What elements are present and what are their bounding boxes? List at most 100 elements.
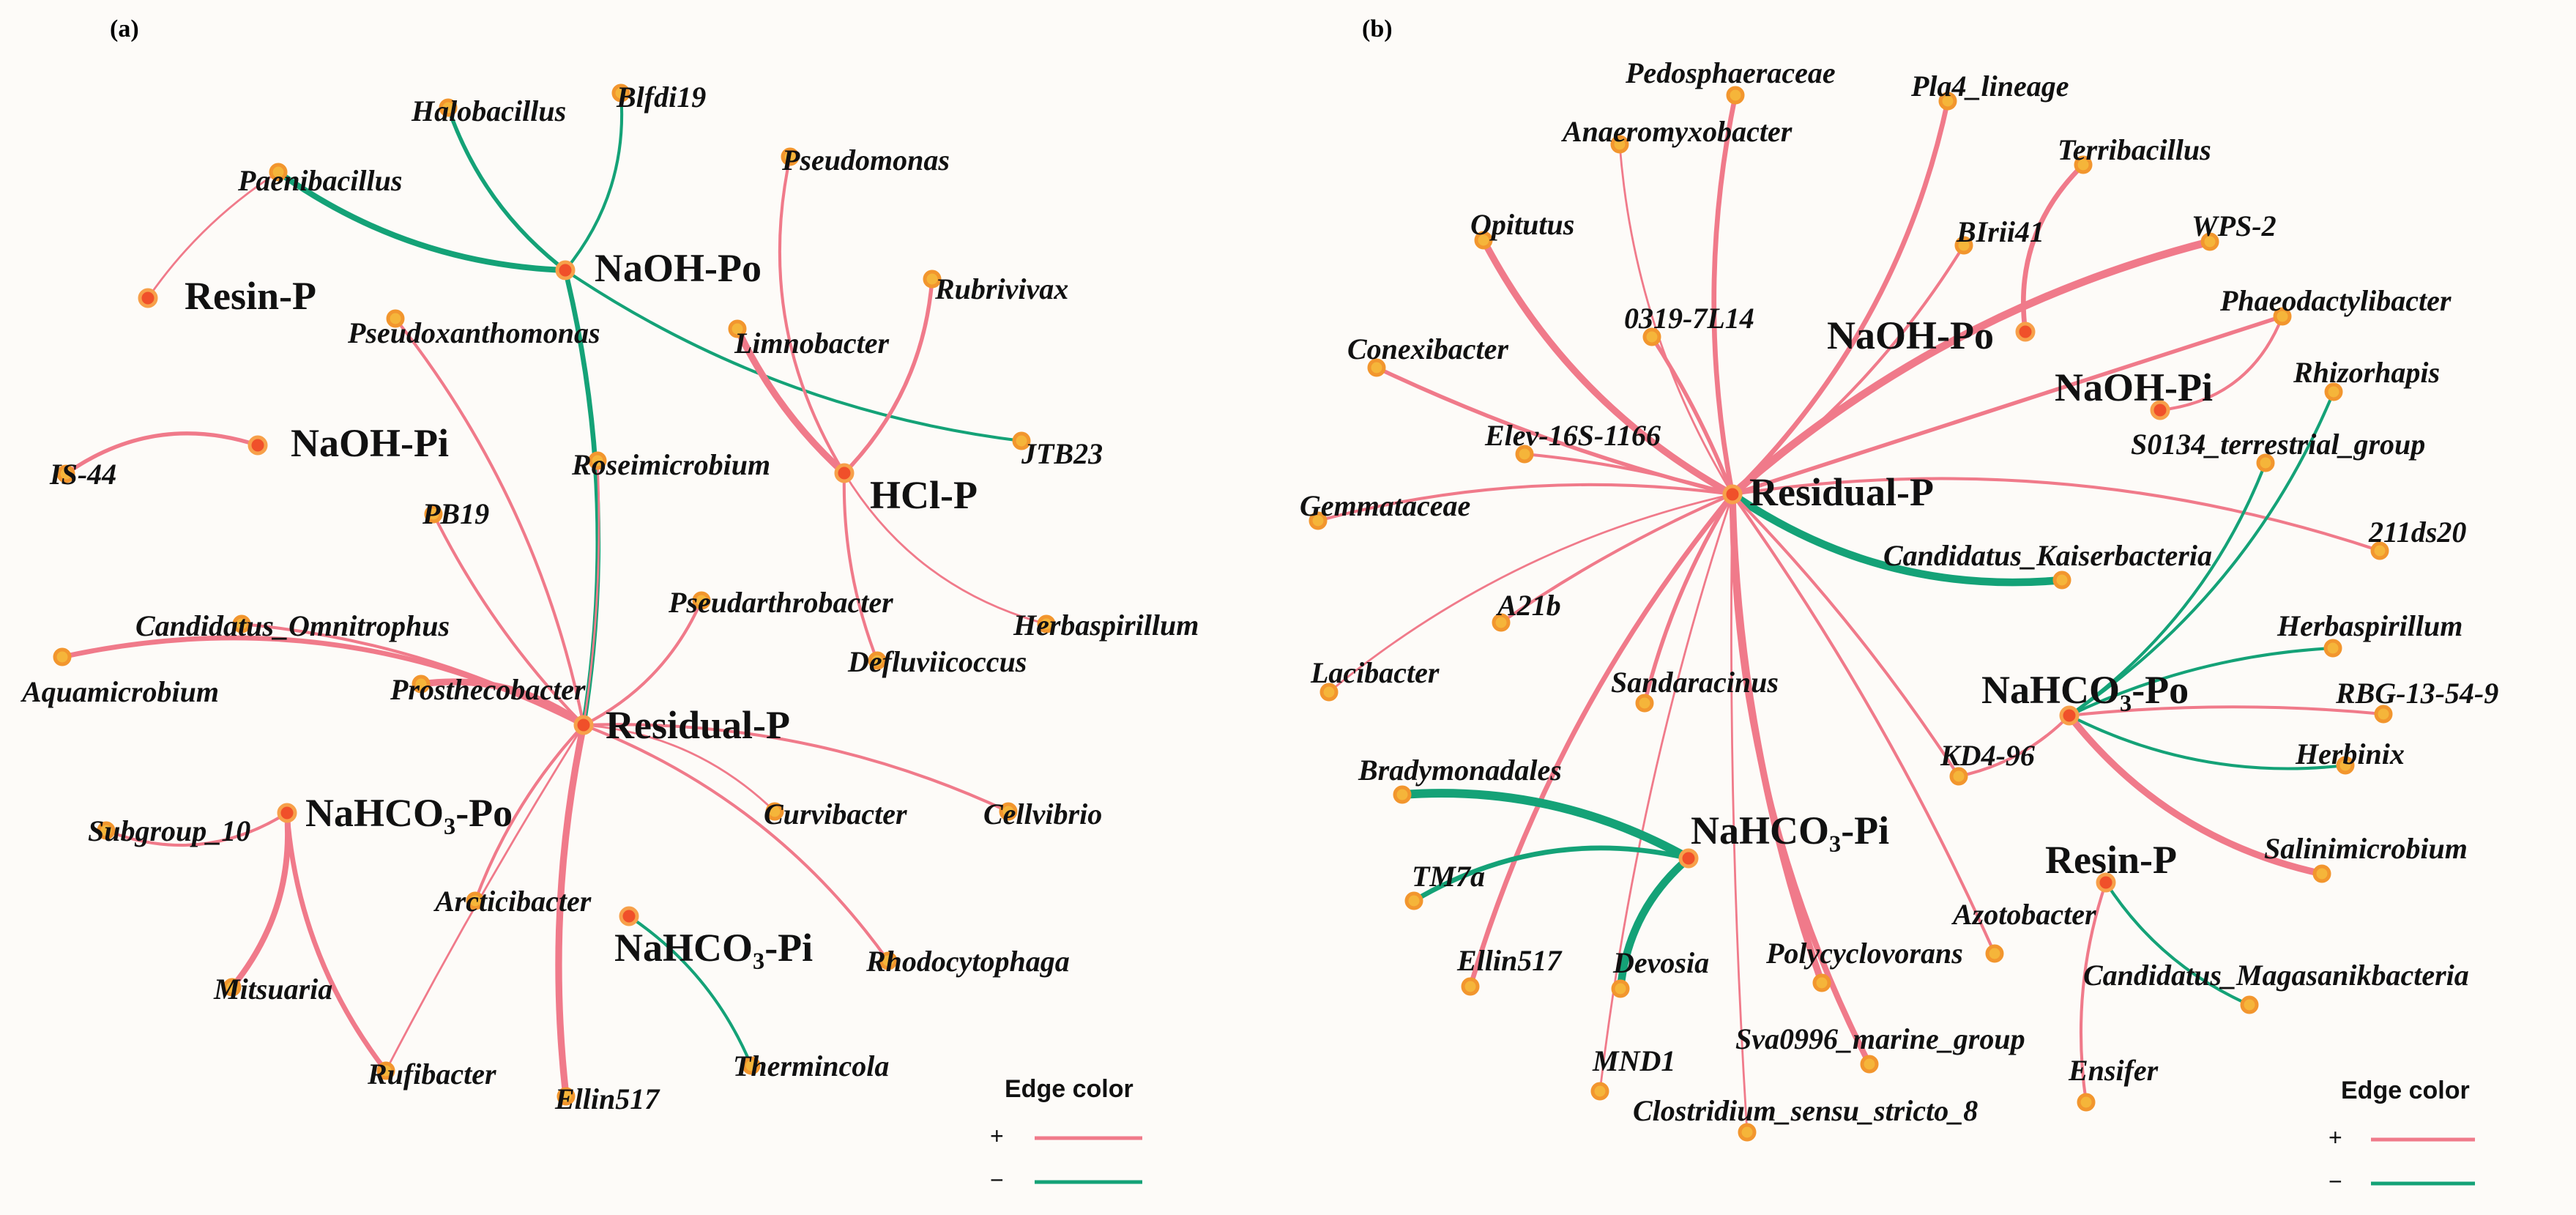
hub-label-naohpi: NaOH-Pi <box>2055 365 2213 409</box>
taxon-label-elev16s: Elev-16S-1166 <box>1484 419 1661 452</box>
edge-b-nahco3pi-tm7a <box>1411 845 1691 904</box>
taxon-node-elev16s <box>1515 445 1534 464</box>
taxon-node-birii41 <box>1954 236 1973 255</box>
taxon-node-tm7a <box>1404 891 1423 910</box>
taxon-node-rufibacter <box>376 1061 395 1080</box>
edge-a-residual-roseimicrobium <box>582 459 600 727</box>
edge-a-naohpo-jtb23 <box>563 268 1024 443</box>
taxon-label-limnobacter: Limnobacter <box>734 327 890 360</box>
edge-a-naohpo-paenibacillus <box>275 169 568 273</box>
hub-label-naohpi: NaOH-Pi <box>291 421 449 465</box>
taxon-label-rhodocytophaga: Rhodocytophaga <box>866 945 1070 978</box>
taxon-node-jtb23 <box>1012 431 1031 450</box>
hub-label-naohpo: NaOH-Po <box>595 246 762 290</box>
edge-b-nahco3po-s0134 <box>2067 461 2268 718</box>
taxon-node-ellin517 <box>556 1087 576 1106</box>
taxon-label-gemmataceae: Gemmataceae <box>1300 489 1470 522</box>
taxon-node-subgroup10 <box>97 821 116 840</box>
taxon-label-ellin517: Ellin517 <box>554 1082 660 1115</box>
panel-a-legend-positive-sign: + <box>990 1123 1004 1149</box>
taxon-node-roseimicrobium <box>588 451 607 470</box>
panel-b-labels: Pedosphaeraceae Pla4_lineage Anaeromyxobac… <box>1300 56 2498 1127</box>
edge-b-nahco3po-herbinix <box>2067 713 2348 770</box>
taxon-label-wps2: WPS-2 <box>2192 209 2277 242</box>
taxon-node-azotobacter <box>1985 944 2004 963</box>
taxon-label-lacibacter: Lacibacter <box>1310 656 1440 689</box>
edge-a-residual-curvibacter <box>582 724 776 813</box>
taxon-node-mnd1 <box>1590 1082 1609 1101</box>
taxon-node-herbinix <box>2336 756 2355 775</box>
taxon-label-paenibacillus: Paenibacillus <box>237 164 402 197</box>
taxon-label-polycyclovorans: Polycyclovorans <box>1765 937 1963 970</box>
taxon-node-pedosphaeraceae <box>1726 86 1745 105</box>
edge-a-residual-rhodocytophaga <box>581 723 890 963</box>
taxon-label-curvibacter: Curvibacter <box>764 798 907 831</box>
taxon-label-opitutus: Opitutus <box>1470 208 1574 241</box>
hub-label-residual: Residual-P <box>1749 470 1934 514</box>
edge-b-nahco3po-rhizorhapis <box>2067 390 2336 718</box>
taxon-node-lacibacter <box>1319 683 1339 702</box>
taxon-label-mnd1: MND1 <box>1592 1044 1675 1077</box>
taxon-node-wps2 <box>2200 232 2219 251</box>
panel-b-label: (b) <box>1362 15 1393 42</box>
taxon-label-herbinix: Herbinix <box>2295 737 2405 770</box>
edge-a-nahco3po-rufibacter <box>284 810 389 1074</box>
edge-b-nahco3po-rbg13 <box>2067 705 2386 718</box>
panel-a-labels: Halobacillus Blfdi19 Paenibacillus Pseudomo… <box>20 81 1199 1115</box>
taxon-label-birii41: BIrii41 <box>1956 215 2044 248</box>
taxon-node-kd496 <box>1949 767 1968 786</box>
taxon-label-salinimicrobium: Salinimicrobium <box>2264 832 2468 865</box>
taxon-label-devosia: Devosia <box>1612 946 1709 979</box>
panel-b-legend-title: Edge color <box>2341 1077 2470 1104</box>
taxon-node-herbaspirillum <box>1037 614 1056 633</box>
edge-a-residual-prosthecobacter <box>417 678 587 729</box>
taxon-node-gemmataceae <box>1309 511 1328 530</box>
taxon-node-halobacillus <box>439 98 458 117</box>
edge-b-residual-pla4 <box>1730 98 1951 497</box>
hub-label-hcl: HCl-P <box>870 473 978 517</box>
hub-node-nahco3pi <box>619 906 639 926</box>
taxon-node-pseudarthrobacter <box>692 591 711 610</box>
edge-b-residual-opitutus <box>1480 237 1736 498</box>
taxon-label-pseudoxanthomonas: Pseudoxanthomonas <box>347 316 600 349</box>
taxon-label-terribacillus: Terribacillus <box>2058 133 2211 166</box>
edge-a-hcl-rubrivivax <box>842 277 934 475</box>
taxon-label-conexibacter: Conexibacter <box>1347 332 1508 365</box>
taxon-label-halobacillus: Halobacillus <box>411 94 566 127</box>
taxon-label-defluviicoccus: Defluviicoccus <box>847 645 1027 678</box>
taxon-node-prosthecobacter <box>412 675 431 694</box>
taxon-label-rbg13: RBG-13-54-9 <box>2335 677 2498 710</box>
taxon-node-blfdi19 <box>611 83 630 103</box>
edge-a-residual-arcticibacter <box>473 723 586 903</box>
edge-b-residual-wps2 <box>1728 237 2214 499</box>
edge-b-nahco3pi-devosia <box>1616 854 1693 993</box>
taxon-label-kaiserbacteria: Candidatus_Kaiserbacteria <box>1883 539 2212 572</box>
edge-a-hcl-limnobacter <box>734 325 848 477</box>
edge-a-hcl-pseudomonas <box>778 155 846 475</box>
taxon-label-arcticibacter: Arcticibacter <box>433 885 592 918</box>
hub-label-nahco3po: NaHCO₃-Po <box>305 791 513 835</box>
panel-b-legend-negative-sign: − <box>2329 1168 2342 1194</box>
taxon-node-cellvibrio <box>999 802 1018 821</box>
hub-label-resin: Resin-P <box>185 274 316 318</box>
taxon-label-s0134: S0134_terrestrial_group <box>2131 428 2425 461</box>
edge-b-naohpi-phaeodactylibacter <box>2158 314 2285 412</box>
edge-a-residual-pseudoxanthomonas <box>393 316 586 727</box>
taxon-label-kd496: KD4-96 <box>1940 739 2035 772</box>
taxon-node-salinimicrobium <box>2312 864 2331 883</box>
edge-b-residual-phaeodactylibacter <box>1730 314 2285 497</box>
taxon-node-c211ds20 <box>2370 541 2389 560</box>
taxon-label-sandaracinus: Sandaracinus <box>1611 666 1779 699</box>
edge-b-nahco3po-salinimicrobium <box>2066 712 2326 877</box>
edge-b-nahco3pi-bradymonadales <box>1398 789 1693 863</box>
taxon-node-rbg13 <box>2374 705 2393 724</box>
taxon-label-pedosphaeraceae: Pedosphaeraceae <box>1625 56 1836 89</box>
edge-b-nahco3po-herbaspirillum <box>2067 646 2335 718</box>
taxon-node-phaeodactylibacter <box>2273 307 2292 326</box>
taxon-label-pla4: Pla4_lineage <box>1910 70 2069 103</box>
hub-node-naohpo <box>2015 322 2036 342</box>
edge-a-naohpi-is44 <box>64 431 260 476</box>
hub-node-nahco3pi <box>1678 848 1699 869</box>
taxon-node-terribacillus <box>2074 155 2093 174</box>
edge-a-residual-ellin517 <box>555 721 587 1100</box>
